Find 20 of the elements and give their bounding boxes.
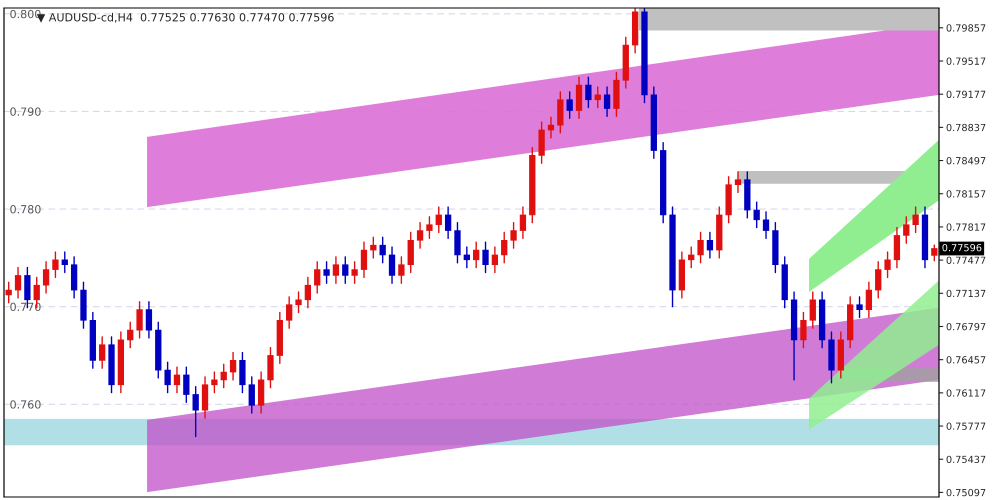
y-tick-label: 0.780 — [10, 205, 41, 214]
y2-tick-label: 0.75777 — [946, 422, 986, 430]
y-tick-label: 0.760 — [10, 400, 41, 409]
y2-tick-label: 0.76457 — [946, 356, 986, 364]
y2-tick-label: 0.77817 — [946, 223, 986, 231]
y2-tick-label: 0.75097 — [946, 488, 986, 496]
y2-tick-label: 0.78157 — [946, 190, 986, 198]
y2-tick-label: 0.79177 — [946, 90, 986, 98]
y2-tick-label: 0.78837 — [946, 124, 986, 132]
y-tick-label: 0.790 — [10, 107, 41, 116]
y2-tick-label: 0.76797 — [946, 322, 986, 330]
y2-tick-label: 0.75437 — [946, 456, 986, 464]
y2-tick-label: 0.79517 — [946, 57, 986, 65]
y2-tick-label: 0.78497 — [946, 157, 986, 164]
y2-tick-label: 0.77477 — [946, 256, 986, 264]
y2-tick-label: 0.77137 — [946, 290, 986, 298]
y2-tick-label: 0.76117 — [946, 389, 986, 397]
text: 0.77596 — [942, 244, 982, 252]
y2-tick-label: 0.79857 — [946, 24, 986, 32]
y-tick-label: 0.770 — [10, 302, 41, 312]
